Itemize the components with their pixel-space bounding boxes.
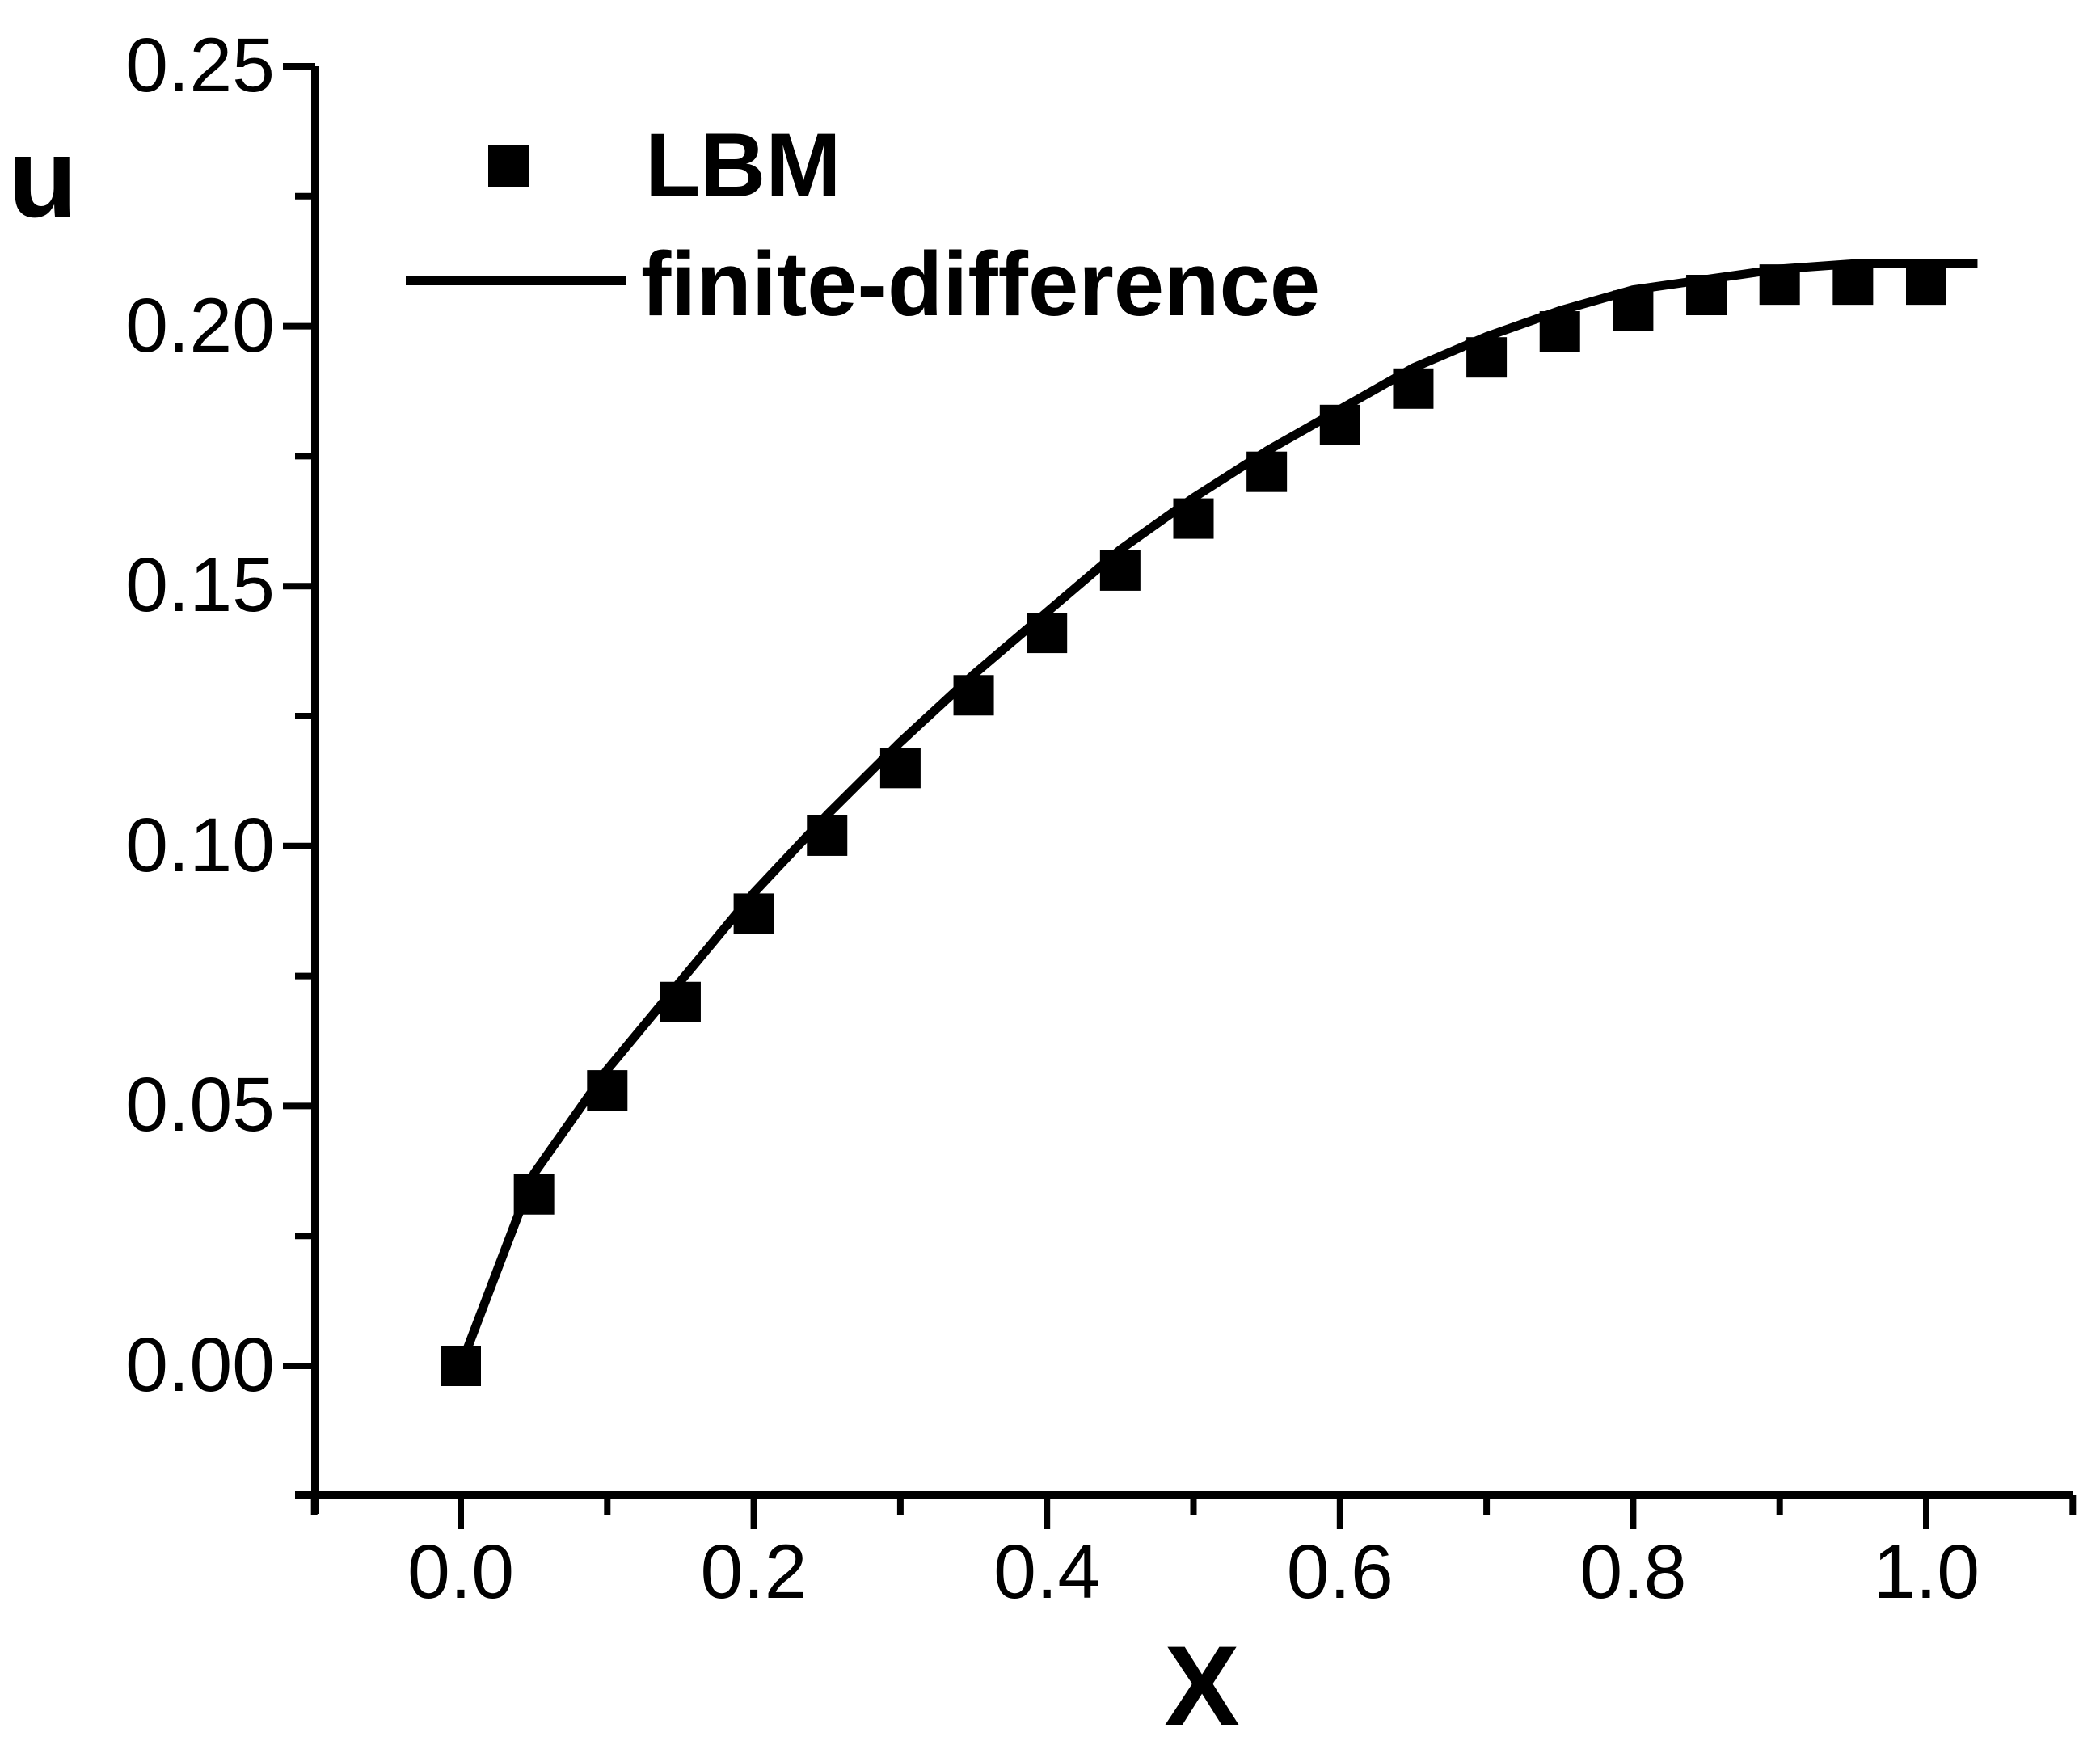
- legend-label-lbm: LBM: [645, 115, 841, 216]
- lbm-marker: [733, 893, 774, 934]
- lbm-marker: [1539, 311, 1580, 352]
- lbm-marker: [513, 1174, 555, 1215]
- lbm-marker: [1319, 404, 1360, 445]
- y-tick-label: 0.15: [125, 542, 275, 629]
- legend-label-finite-difference: finite-difference: [641, 234, 1321, 335]
- legend-line-marker-icon: [406, 276, 626, 285]
- x-tick-label: 0.8: [1579, 1529, 1687, 1615]
- lbm-marker: [1906, 264, 1946, 306]
- lbm-marker: [660, 981, 701, 1022]
- y-axis-ticks: [283, 63, 315, 1369]
- lbm-marker: [1613, 290, 1654, 331]
- x-tick-label: 0.6: [1286, 1529, 1394, 1615]
- y-tick-label: 0.25: [125, 23, 275, 108]
- x-tick-label: 0.0: [407, 1529, 515, 1615]
- x-tick-label: 0.4: [993, 1529, 1101, 1615]
- lbm-marker: [1759, 264, 1800, 306]
- x-tick-label: 0.2: [700, 1529, 808, 1615]
- y-tick-label: 0.20: [125, 282, 275, 369]
- lbm-marker: [1173, 498, 1214, 539]
- lbm-marker: [1027, 613, 1068, 654]
- lbm-marker: [807, 815, 848, 856]
- lbm-marker: [1099, 550, 1141, 591]
- x-axis-title: X: [1164, 1622, 1240, 1749]
- legend-square-marker-icon: [488, 145, 529, 187]
- lbm-marker: [879, 748, 921, 789]
- lbm-marker: [1686, 275, 1727, 316]
- lbm-marker: [441, 1346, 481, 1386]
- y-axis-title: u: [8, 114, 78, 241]
- lbm-marker: [1832, 264, 1874, 306]
- lbm-marker: [587, 1070, 628, 1111]
- lbm-marker: [1246, 451, 1288, 492]
- y-tick-label: 0.00: [125, 1322, 275, 1408]
- lbm-marker: [953, 675, 994, 716]
- x-axis-ticks: [310, 1495, 2077, 1529]
- lbm-marker: [1393, 368, 1434, 409]
- lbm-marker: [1466, 337, 1508, 378]
- finite-difference-curve: [456, 259, 1978, 1368]
- x-tick-label: 1.0: [1872, 1529, 1980, 1615]
- lbm-series: [441, 264, 1946, 1386]
- y-tick-label: 0.05: [125, 1062, 275, 1148]
- y-tick-label: 0.10: [125, 802, 275, 888]
